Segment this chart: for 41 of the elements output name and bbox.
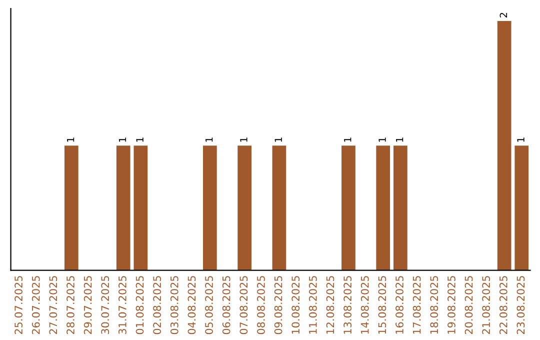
data-label: 1 bbox=[344, 138, 352, 142]
x-tick-label: 18.08.2025 bbox=[430, 276, 438, 334]
data-label: 1 bbox=[517, 138, 524, 142]
x-tick-label: 14.08.2025 bbox=[360, 276, 369, 334]
x-tick-label: 06.08.2025 bbox=[222, 276, 230, 334]
x-tick-label: 10.08.2025 bbox=[292, 276, 300, 334]
x-tick-label: 30.07.2025 bbox=[101, 276, 110, 334]
x-tick-label: 27.07.2025 bbox=[49, 276, 58, 334]
x-tick-label: 25.07.2025 bbox=[14, 276, 22, 334]
x-tick-label: 12.08.2025 bbox=[326, 276, 334, 334]
x-tick-label: 03.08.2025 bbox=[170, 276, 178, 334]
x-tick-label: 29.07.2025 bbox=[84, 276, 92, 334]
x-tick-label: 21.08.2025 bbox=[482, 276, 490, 334]
x-tick-label: 13.08.2025 bbox=[344, 276, 352, 334]
x-tick-label: 16.08.2025 bbox=[396, 276, 404, 334]
x-tick-label: 22.08.2025 bbox=[499, 276, 508, 334]
x-tick-label: 08.08.2025 bbox=[257, 276, 265, 334]
x-tick-label: 01.08.2025 bbox=[136, 276, 144, 334]
data-label: 1 bbox=[118, 138, 126, 142]
data-label: 1 bbox=[396, 138, 404, 142]
data-label: 1 bbox=[240, 138, 248, 142]
x-tick-label: 19.08.2025 bbox=[448, 276, 456, 334]
data-label: 1 bbox=[67, 138, 74, 142]
x-tick-label: 11.08.2025 bbox=[308, 276, 317, 334]
x-tick-label: 04.08.2025 bbox=[188, 276, 196, 334]
x-tick-label: 02.08.2025 bbox=[153, 276, 162, 334]
x-tick-label: 09.08.2025 bbox=[274, 276, 282, 334]
x-tick-label: 15.08.2025 bbox=[378, 276, 386, 334]
data-label: 2 bbox=[500, 12, 507, 18]
x-tick-label: 17.08.2025 bbox=[412, 276, 421, 334]
data-label: 1 bbox=[378, 138, 386, 142]
data-label: 1 bbox=[136, 138, 144, 142]
x-tick-label: 26.07.2025 bbox=[32, 276, 40, 334]
data-label: 1 bbox=[274, 138, 282, 142]
x-tick-label: 07.08.2025 bbox=[240, 276, 248, 334]
x-tick-label: 23.08.2025 bbox=[516, 276, 525, 334]
x-tick-label: 05.08.2025 bbox=[205, 276, 213, 334]
x-tick-label: 20.08.2025 bbox=[464, 276, 473, 334]
x-tick-label: 31.07.2025 bbox=[118, 276, 126, 334]
data-label: 1 bbox=[206, 138, 213, 142]
x-tick-label: 28.07.2025 bbox=[66, 276, 74, 334]
